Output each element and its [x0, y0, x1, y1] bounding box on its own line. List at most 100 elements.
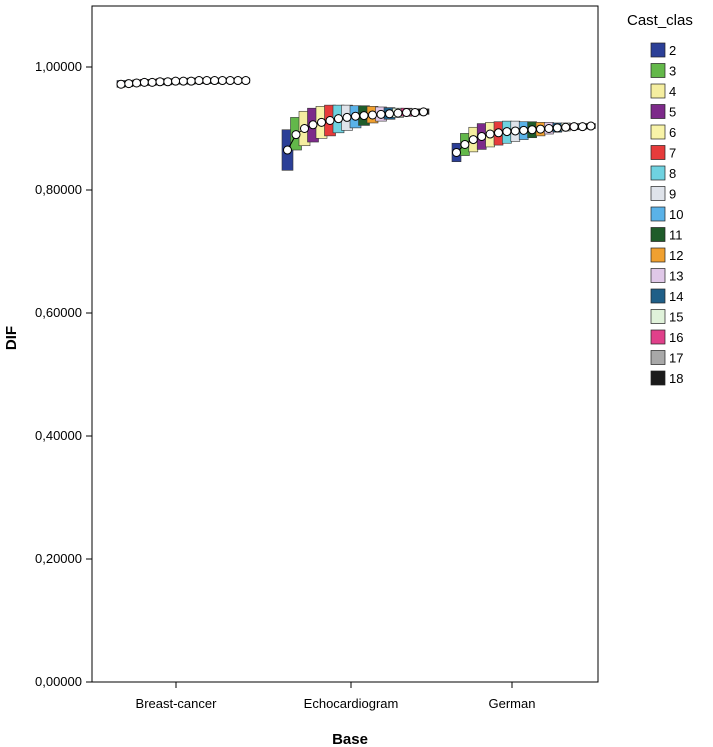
median-marker: [351, 111, 360, 121]
legend-label: 5: [669, 105, 676, 120]
median-marker: [317, 117, 326, 127]
median-marker: [485, 129, 495, 139]
median-marker: [402, 108, 411, 118]
median-marker: [155, 77, 165, 87]
legend-label: 10: [669, 207, 683, 222]
median-marker: [132, 78, 142, 88]
median-marker: [385, 109, 394, 119]
y-axis-title: DIF: [3, 326, 20, 350]
median-marker: [334, 114, 343, 124]
chart-marks: [116, 77, 596, 171]
median-marker: [527, 125, 537, 135]
median-marker: [452, 147, 461, 157]
y-tick-label: 0,60000: [35, 305, 82, 320]
median-marker: [393, 108, 403, 118]
legend-swatch: [650, 370, 666, 386]
legend-label: 12: [669, 248, 683, 263]
x-tick-label: German: [489, 696, 536, 711]
median-marker: [194, 76, 204, 86]
legend-label: 3: [669, 64, 676, 79]
median-marker: [186, 76, 196, 86]
legend-label: 4: [669, 84, 676, 99]
median-marker: [376, 109, 386, 119]
median-marker: [544, 124, 554, 133]
median-marker: [217, 76, 227, 86]
median-marker: [368, 110, 377, 120]
median-marker: [283, 145, 292, 155]
x-axis: Breast-cancer Echocardiogram German: [136, 682, 536, 711]
median-marker: [536, 124, 545, 134]
legend-label: 16: [669, 330, 683, 345]
legend-label: 15: [669, 310, 683, 325]
legend-label: 8: [669, 166, 676, 181]
median-marker: [477, 131, 487, 141]
median-marker: [202, 76, 212, 86]
legend-swatch: [650, 124, 666, 140]
legend-swatch: [650, 227, 666, 242]
median-marker: [233, 76, 243, 86]
plot-frame: [91, 5, 599, 683]
x-axis-title: Base: [332, 731, 368, 747]
legend-label: 17: [669, 351, 683, 366]
legend-label: 18: [669, 371, 683, 386]
median-marker: [460, 139, 470, 149]
legend-label: 7: [669, 146, 676, 161]
legend-swatch: [650, 247, 666, 263]
y-tick-label: 0,20000: [35, 551, 82, 566]
y-tick-label: 0,00000: [35, 674, 82, 689]
median-marker: [225, 76, 235, 86]
legend-swatch: [650, 186, 666, 201]
median-marker: [510, 126, 520, 136]
plot-border: [91, 5, 599, 683]
legend-label: 14: [669, 289, 683, 304]
median-marker: [586, 121, 596, 131]
median-marker: [578, 122, 587, 132]
legend-swatch: [650, 165, 666, 181]
x-tick-label: Echocardiogram: [304, 696, 399, 711]
median-marker: [419, 107, 428, 117]
x-tick-label: Breast-cancer: [136, 696, 218, 711]
median-marker: [139, 77, 149, 87]
legend-label: 13: [669, 269, 683, 284]
legend-label: 6: [669, 125, 676, 140]
median-marker: [147, 77, 157, 87]
median-marker: [468, 135, 478, 145]
median-marker: [502, 127, 512, 137]
median-marker: [342, 112, 352, 122]
median-marker: [163, 77, 173, 87]
legend-title: Cast_clas: [627, 12, 693, 29]
legend-label: 11: [669, 228, 683, 243]
y-tick-label: 1,00000: [35, 59, 82, 74]
legend-swatch: [650, 42, 666, 58]
y-tick-label: 0,80000: [35, 182, 82, 197]
legend: Cast_clas 2 3 4 5 6 7 8 9 10 11 12 13 14 15 16 17 18: [627, 12, 693, 386]
median-marker: [494, 128, 503, 138]
median-marker: [325, 116, 335, 126]
median-marker: [124, 79, 134, 89]
legend-swatch: [650, 329, 666, 345]
median-marker: [171, 76, 181, 86]
legend-swatch: [650, 83, 666, 99]
median-marker: [561, 122, 571, 132]
legend-label: 2: [669, 43, 676, 58]
legend-swatch: [650, 206, 666, 222]
median-marker: [359, 111, 369, 121]
median-marker: [410, 108, 420, 118]
median-marker: [519, 125, 529, 135]
legend-swatch: [650, 63, 666, 78]
median-marker: [178, 76, 188, 86]
legend-swatch: [650, 268, 666, 283]
median-marker: [569, 122, 579, 132]
median-marker: [210, 76, 220, 86]
median-marker: [552, 123, 562, 133]
legend-swatch: [650, 145, 666, 160]
legend-swatch: [650, 309, 666, 324]
median-markers: [116, 76, 596, 157]
y-tick-label: 0,40000: [35, 428, 82, 443]
legend-label: 9: [669, 187, 676, 202]
median-marker: [308, 120, 318, 130]
legend-swatch: [650, 288, 666, 304]
y-axis: 0,00000 0,20000 0,40000 0,60000 0,80000 1,000…: [35, 59, 92, 689]
median-marker: [291, 130, 301, 140]
